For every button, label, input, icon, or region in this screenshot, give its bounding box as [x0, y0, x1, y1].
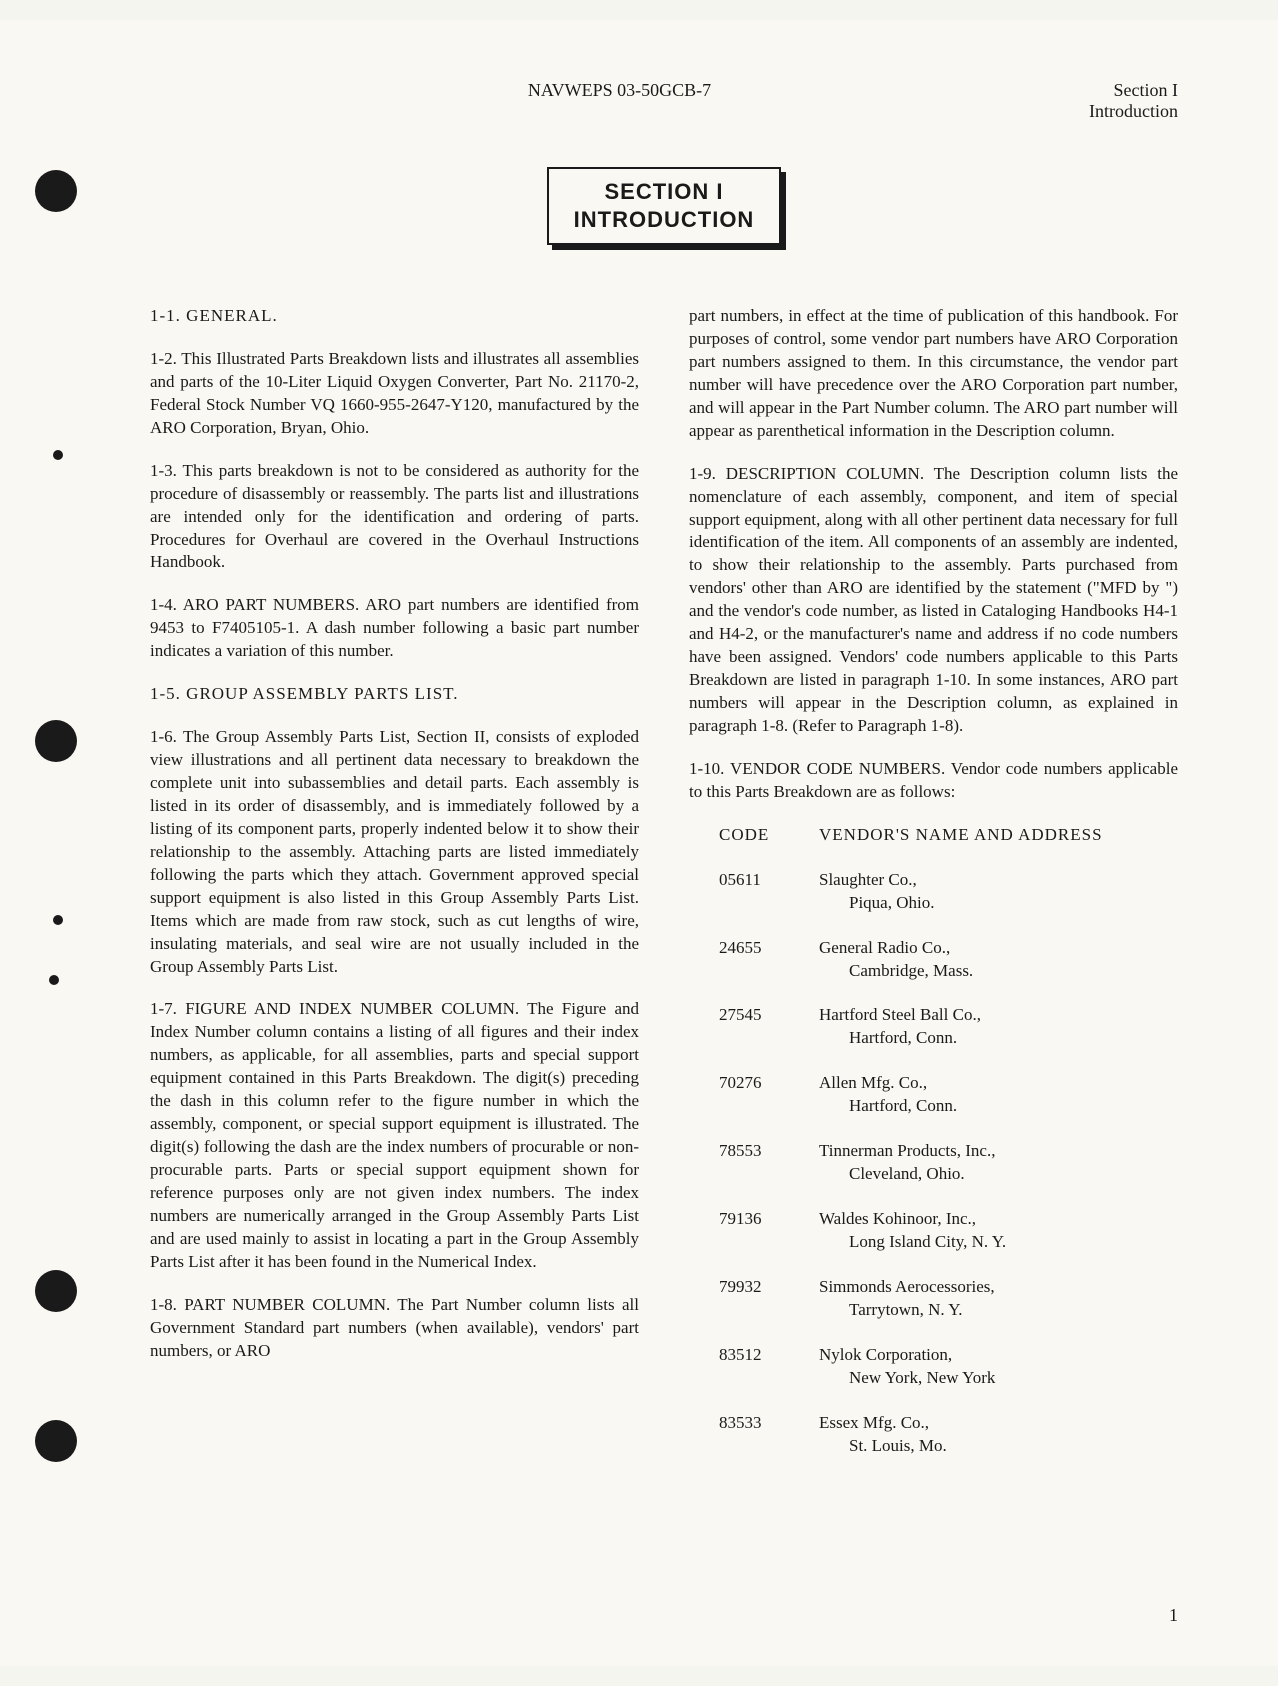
- paragraph-1-1: 1-1. GENERAL.: [150, 305, 639, 328]
- vendor-name-address: Tinnerman Products, Inc.,Cleveland, Ohio…: [819, 1140, 1178, 1186]
- vendor-name: Tinnerman Products, Inc.,: [819, 1140, 1178, 1163]
- header-right: Section I Introduction: [1089, 80, 1178, 122]
- vendor-row: 24655General Radio Co.,Cambridge, Mass.: [689, 937, 1178, 983]
- paragraph-1-4: 1-4. ARO PART NUMBERS. ARO part numbers …: [150, 594, 639, 663]
- paragraph-1-8: 1-8. PART NUMBER COLUMN. The Part Number…: [150, 1294, 639, 1363]
- vendor-address: Cambridge, Mass.: [819, 960, 1178, 983]
- vendor-code: 83533: [689, 1412, 819, 1458]
- vendor-name: Slaughter Co.,: [819, 869, 1178, 892]
- paragraph-1-6: 1-6. The Group Assembly Parts List, Sect…: [150, 726, 639, 978]
- section-label: Section I: [1089, 80, 1178, 101]
- vendor-name-address: Essex Mfg. Co.,St. Louis, Mo.: [819, 1412, 1178, 1458]
- paragraph-1-7: 1-7. FIGURE AND INDEX NUMBER COLUMN. The…: [150, 998, 639, 1273]
- vendor-name-address: Waldes Kohinoor, Inc.,Long Island City, …: [819, 1208, 1178, 1254]
- vendor-row: 05611Slaughter Co.,Piqua, Ohio.: [689, 869, 1178, 915]
- paragraph-1-10: 1-10. VENDOR CODE NUMBERS. Vendor code n…: [689, 758, 1178, 804]
- vendor-address: Tarrytown, N. Y.: [819, 1299, 1178, 1322]
- vendor-rows: 05611Slaughter Co.,Piqua, Ohio.24655Gene…: [689, 869, 1178, 1458]
- vendor-name-address: Slaughter Co.,Piqua, Ohio.: [819, 869, 1178, 915]
- vendor-code: 70276: [689, 1072, 819, 1118]
- paragraph-1-2: 1-2. This Illustrated Parts Breakdown li…: [150, 348, 639, 440]
- vendor-address: Hartford, Conn.: [819, 1027, 1178, 1050]
- binding-mark: [53, 450, 63, 460]
- vendor-name: Waldes Kohinoor, Inc.,: [819, 1208, 1178, 1231]
- vendor-row: 83512Nylok Corporation,New York, New Yor…: [689, 1344, 1178, 1390]
- paragraph-1-9: 1-9. DESCRIPTION COLUMN. The Description…: [689, 463, 1178, 738]
- content-columns: 1-1. GENERAL. 1-2. This Illustrated Part…: [150, 305, 1178, 1480]
- right-column: part numbers, in effect at the time of p…: [689, 305, 1178, 1480]
- vendor-row: 27545Hartford Steel Ball Co.,Hartford, C…: [689, 1004, 1178, 1050]
- document-page: NAVWEPS 03-50GCB-7 Section I Introductio…: [0, 20, 1278, 1666]
- vendor-code: 79136: [689, 1208, 819, 1254]
- vendor-address: New York, New York: [819, 1367, 1178, 1390]
- vendor-code: 79932: [689, 1276, 819, 1322]
- vendor-name-address: Allen Mfg. Co.,Hartford, Conn.: [819, 1072, 1178, 1118]
- page-header: NAVWEPS 03-50GCB-7 Section I Introductio…: [150, 80, 1178, 122]
- vendor-header-code: CODE: [689, 824, 819, 847]
- punch-hole: [35, 1270, 77, 1312]
- vendor-name: Simmonds Aerocessories,: [819, 1276, 1178, 1299]
- section-box-content: SECTION I INTRODUCTION: [547, 167, 782, 245]
- vendor-name-address: Simmonds Aerocessories,Tarrytown, N. Y.: [819, 1276, 1178, 1322]
- vendor-header-name: VENDOR'S NAME AND ADDRESS: [819, 824, 1178, 847]
- paragraph-1-5: 1-5. GROUP ASSEMBLY PARTS LIST.: [150, 683, 639, 706]
- vendor-code-table: CODE VENDOR'S NAME AND ADDRESS 05611Slau…: [689, 824, 1178, 1458]
- vendor-code: 05611: [689, 869, 819, 915]
- vendor-row: 78553Tinnerman Products, Inc.,Cleveland,…: [689, 1140, 1178, 1186]
- document-number: NAVWEPS 03-50GCB-7: [528, 80, 711, 122]
- vendor-code: 83512: [689, 1344, 819, 1390]
- vendor-address: Long Island City, N. Y.: [819, 1231, 1178, 1254]
- left-column: 1-1. GENERAL. 1-2. This Illustrated Part…: [150, 305, 639, 1480]
- vendor-address: Cleveland, Ohio.: [819, 1163, 1178, 1186]
- vendor-name: General Radio Co.,: [819, 937, 1178, 960]
- vendor-row: 83533Essex Mfg. Co.,St. Louis, Mo.: [689, 1412, 1178, 1458]
- vendor-address: Piqua, Ohio.: [819, 892, 1178, 915]
- binding-mark: [49, 975, 59, 985]
- vendor-code: 24655: [689, 937, 819, 983]
- paragraph-1-8-continued: part numbers, in effect at the time of p…: [689, 305, 1178, 443]
- vendor-table-header: CODE VENDOR'S NAME AND ADDRESS: [689, 824, 1178, 847]
- vendor-name: Essex Mfg. Co.,: [819, 1412, 1178, 1435]
- section-title-box-wrapper: SECTION I INTRODUCTION: [150, 167, 1178, 245]
- vendor-row: 70276Allen Mfg. Co.,Hartford, Conn.: [689, 1072, 1178, 1118]
- section-title-box: SECTION I INTRODUCTION: [547, 167, 782, 245]
- vendor-name-address: Nylok Corporation,New York, New York: [819, 1344, 1178, 1390]
- punch-hole: [35, 170, 77, 212]
- punch-hole: [35, 1420, 77, 1462]
- vendor-name-address: General Radio Co.,Cambridge, Mass.: [819, 937, 1178, 983]
- vendor-name: Nylok Corporation,: [819, 1344, 1178, 1367]
- section-name: Introduction: [1089, 101, 1178, 122]
- binding-mark: [53, 915, 63, 925]
- vendor-name: Allen Mfg. Co.,: [819, 1072, 1178, 1095]
- vendor-row: 79136Waldes Kohinoor, Inc.,Long Island C…: [689, 1208, 1178, 1254]
- section-box-line1: SECTION I: [574, 179, 755, 205]
- page-number: 1: [1169, 1605, 1178, 1626]
- section-box-line2: INTRODUCTION: [574, 207, 755, 233]
- vendor-address: Hartford, Conn.: [819, 1095, 1178, 1118]
- punch-hole: [35, 720, 77, 762]
- vendor-code: 78553: [689, 1140, 819, 1186]
- vendor-name: Hartford Steel Ball Co.,: [819, 1004, 1178, 1027]
- vendor-name-address: Hartford Steel Ball Co.,Hartford, Conn.: [819, 1004, 1178, 1050]
- vendor-code: 27545: [689, 1004, 819, 1050]
- vendor-row: 79932Simmonds Aerocessories,Tarrytown, N…: [689, 1276, 1178, 1322]
- vendor-address: St. Louis, Mo.: [819, 1435, 1178, 1458]
- paragraph-1-3: 1-3. This parts breakdown is not to be c…: [150, 460, 639, 575]
